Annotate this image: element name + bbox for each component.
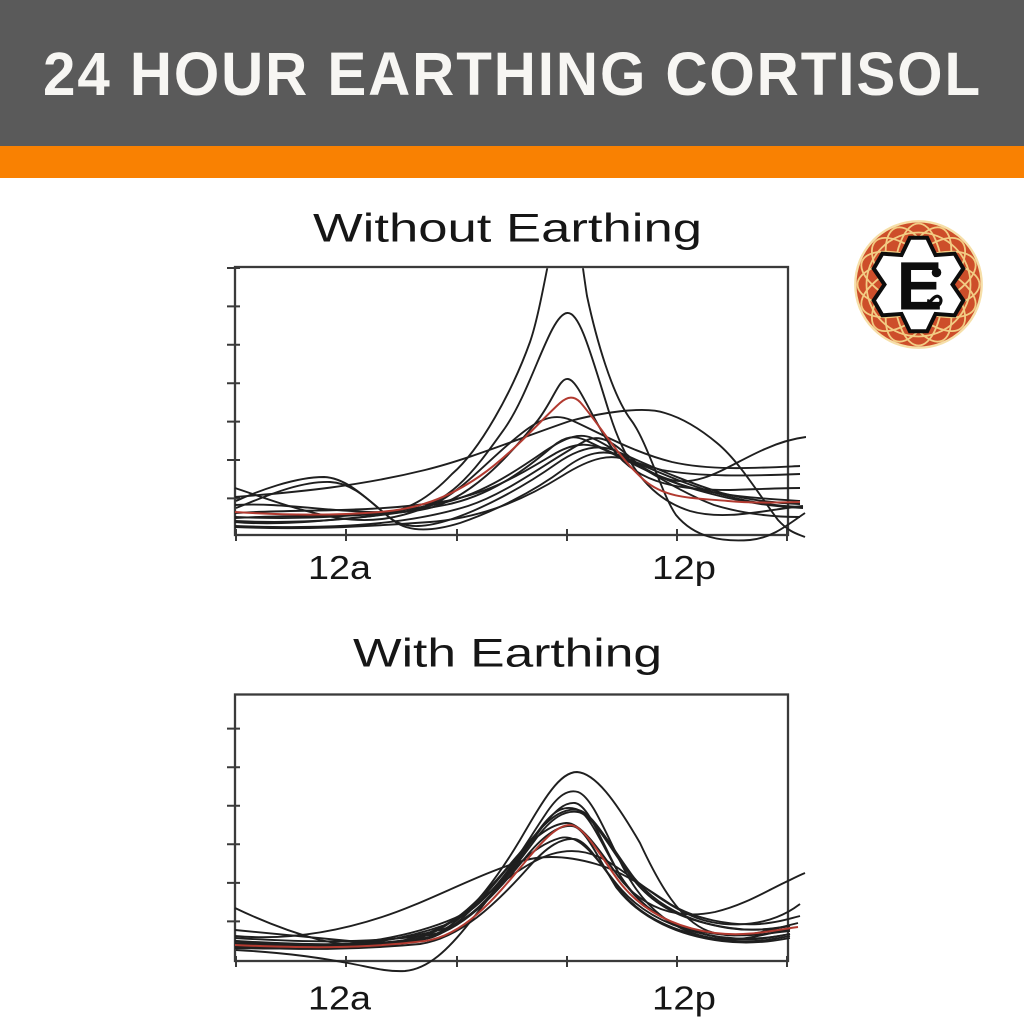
svg-text:12p: 12p [652, 980, 716, 1017]
svg-text:With Earthing: With Earthing [353, 632, 662, 676]
svg-text:12a: 12a [308, 980, 372, 1017]
svg-text:Without Earthing: Without Earthing [313, 207, 702, 251]
svg-text:12a: 12a [308, 549, 372, 586]
svg-text:24 HOUR EARTHING CORTISOL: 24 HOUR EARTHING CORTISOL [43, 40, 982, 108]
svg-text:E: E [896, 248, 942, 325]
svg-text:12p: 12p [652, 549, 716, 586]
